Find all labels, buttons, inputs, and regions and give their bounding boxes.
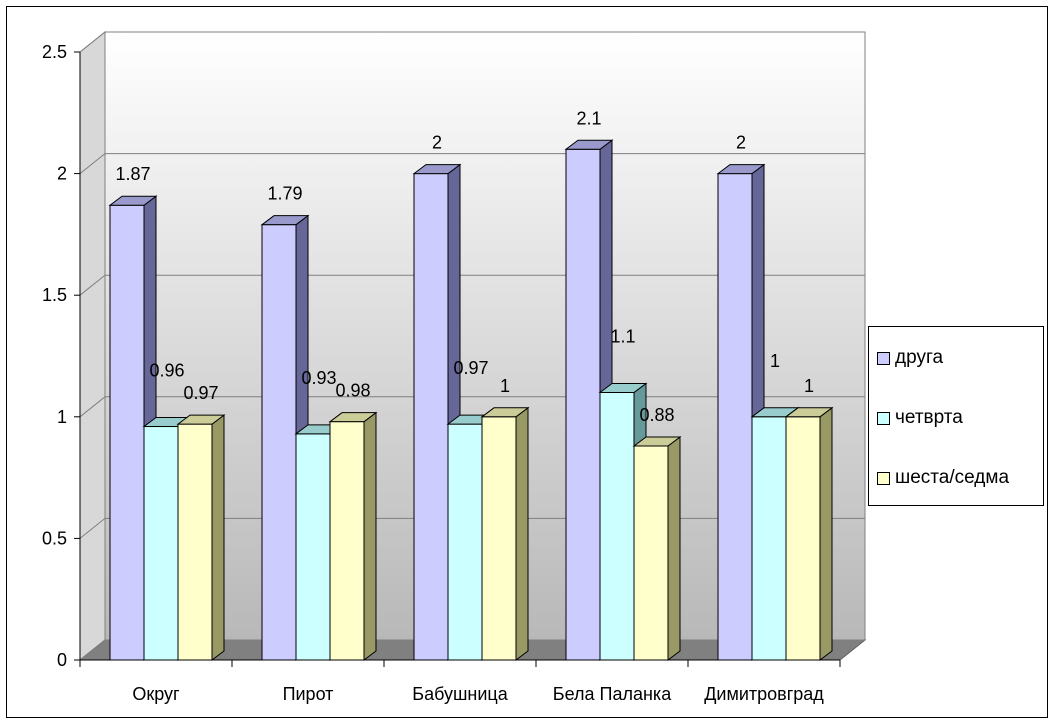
bar-side — [515, 406, 529, 661]
bar-top — [784, 407, 834, 418]
legend: друга четврта шеста/седма — [868, 326, 1044, 506]
bar — [599, 391, 635, 661]
legend-swatch-druga — [877, 351, 890, 365]
legend-label-chetvrta: четврта — [895, 407, 963, 428]
bar — [109, 204, 145, 661]
side-wall — [79, 30, 106, 662]
bar — [447, 423, 483, 661]
legend-label-shesta-sedma: шеста/седма — [895, 467, 1010, 488]
bar — [717, 173, 753, 661]
bar — [481, 416, 517, 661]
legend-swatch-shesta-sedma — [877, 471, 890, 485]
x-tick-label: Пирот — [283, 684, 334, 704]
data-label: 1.79 — [267, 184, 302, 204]
data-labels: 1.87 1.79 2 2.1 2 0.96 0.93 0.97 1.1 1 0.97 0.98 1 0.… — [115, 108, 814, 425]
legend-item-shesta-sedma: шеста/седма — [877, 467, 1009, 489]
data-label: 0.98 — [335, 381, 370, 401]
bar — [261, 224, 297, 661]
bar — [329, 421, 365, 661]
data-label: 1 — [500, 376, 510, 396]
bar — [143, 426, 179, 661]
bar-top — [108, 195, 158, 206]
bar-side — [667, 435, 681, 661]
bar — [785, 416, 821, 661]
bar — [751, 416, 787, 661]
bar-top — [632, 436, 682, 447]
data-label: 0.96 — [149, 361, 184, 381]
x-tick-label: Округ — [132, 684, 180, 704]
legend-swatch-chetvrta — [877, 411, 890, 425]
bar — [413, 173, 449, 661]
legend-item-druga: друга — [877, 347, 943, 369]
x-tick-label: Бела Паланка — [553, 684, 672, 704]
bar — [565, 148, 601, 661]
bar-top — [260, 215, 310, 226]
bar — [295, 433, 331, 661]
data-label: 0.97 — [183, 383, 218, 403]
y-tick-label: 1.5 — [42, 285, 67, 305]
legend-item-chetvrta: четврта — [877, 407, 963, 429]
data-label: 1 — [770, 351, 780, 371]
y-tick-label: 2.5 — [42, 42, 67, 62]
bar-top — [716, 164, 766, 175]
bar-top — [480, 407, 530, 418]
bar-side — [211, 414, 225, 661]
bars — [108, 139, 834, 661]
bar-top — [412, 164, 462, 175]
bar-top — [328, 412, 378, 423]
data-label: 0.97 — [453, 358, 488, 378]
bar — [177, 423, 213, 661]
x-tick-label: Димитровград — [704, 684, 824, 704]
axes: 0 0.5 1 1.5 2 2.5 Округ Пирот Бабушница Бела Пала… — [42, 42, 841, 704]
legend-label-druga: друга — [895, 347, 944, 368]
bar-side — [363, 411, 377, 661]
data-label: 1.1 — [610, 326, 635, 346]
data-label: 1.87 — [115, 164, 150, 184]
bar-top — [176, 414, 226, 425]
data-label: 0.93 — [301, 368, 336, 388]
gridline — [79, 31, 865, 53]
data-label: 2 — [736, 133, 746, 153]
data-label: 1 — [804, 376, 814, 396]
bar-side — [819, 406, 833, 661]
bar-top — [598, 382, 648, 393]
y-tick-label: 1 — [57, 407, 67, 427]
data-label: 0.88 — [639, 405, 674, 425]
bar — [633, 445, 669, 661]
x-tick-label: Бабушница — [412, 684, 508, 704]
bar-top — [564, 139, 614, 150]
y-tick-label: 0 — [57, 650, 67, 670]
data-label: 2 — [432, 133, 442, 153]
y-tick-label: 0.5 — [42, 528, 67, 548]
data-label: 2.1 — [576, 108, 601, 128]
y-tick-label: 2 — [57, 164, 67, 184]
